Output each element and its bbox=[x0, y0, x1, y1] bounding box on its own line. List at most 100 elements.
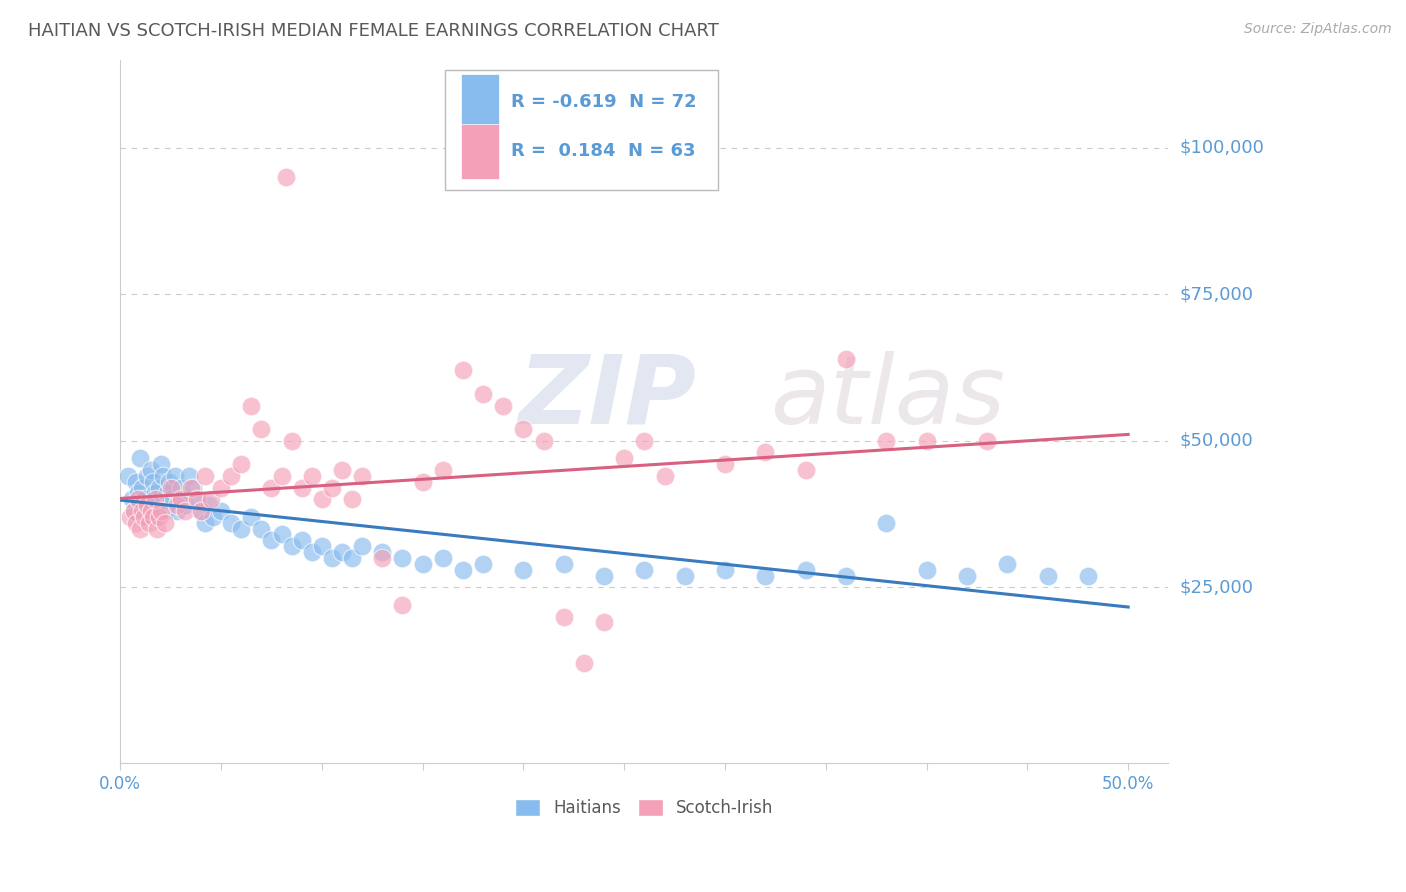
Point bbox=[209, 504, 232, 518]
Point bbox=[311, 539, 333, 553]
Point bbox=[200, 492, 222, 507]
Point bbox=[553, 609, 575, 624]
Point bbox=[593, 568, 616, 582]
Point bbox=[301, 468, 323, 483]
Point bbox=[139, 463, 162, 477]
Point bbox=[135, 498, 157, 512]
Point bbox=[125, 516, 148, 530]
Point bbox=[139, 509, 162, 524]
Point bbox=[976, 434, 998, 448]
Point bbox=[512, 563, 534, 577]
Point bbox=[330, 463, 353, 477]
Point bbox=[127, 492, 149, 507]
Point bbox=[593, 615, 616, 630]
Point bbox=[170, 492, 193, 507]
Point bbox=[180, 481, 202, 495]
Point bbox=[330, 545, 353, 559]
Text: $100,000: $100,000 bbox=[1180, 138, 1264, 156]
Point bbox=[875, 516, 897, 530]
Point bbox=[492, 399, 515, 413]
Point bbox=[181, 481, 204, 495]
Point bbox=[167, 492, 190, 507]
Point bbox=[159, 492, 181, 507]
Point bbox=[533, 434, 555, 448]
Point bbox=[148, 481, 170, 495]
Point bbox=[654, 468, 676, 483]
Point bbox=[190, 504, 212, 518]
Point bbox=[173, 498, 195, 512]
Point bbox=[633, 434, 655, 448]
Point bbox=[472, 557, 495, 571]
Point bbox=[152, 468, 174, 483]
Point bbox=[125, 475, 148, 489]
Point bbox=[512, 422, 534, 436]
Point bbox=[139, 504, 162, 518]
Point bbox=[153, 504, 176, 518]
Point bbox=[121, 492, 143, 507]
Point bbox=[145, 498, 167, 512]
Point bbox=[1077, 568, 1099, 582]
Text: HAITIAN VS SCOTCH-IRISH MEDIAN FEMALE EARNINGS CORRELATION CHART: HAITIAN VS SCOTCH-IRISH MEDIAN FEMALE EA… bbox=[28, 22, 718, 40]
Point bbox=[134, 492, 156, 507]
Point bbox=[186, 492, 208, 507]
Point bbox=[321, 550, 343, 565]
Point bbox=[163, 468, 186, 483]
Point bbox=[754, 445, 776, 459]
Point bbox=[149, 504, 172, 518]
Point bbox=[240, 399, 263, 413]
Point bbox=[371, 550, 394, 565]
Point bbox=[432, 550, 454, 565]
Text: R =  0.184  N = 63: R = 0.184 N = 63 bbox=[512, 143, 696, 161]
Point bbox=[170, 481, 193, 495]
Text: $25,000: $25,000 bbox=[1180, 578, 1254, 596]
Point bbox=[754, 568, 776, 582]
Point bbox=[129, 522, 152, 536]
Point bbox=[219, 516, 242, 530]
Text: $75,000: $75,000 bbox=[1180, 285, 1254, 303]
Point bbox=[340, 492, 363, 507]
Point bbox=[291, 533, 314, 548]
Point bbox=[794, 563, 817, 577]
Point bbox=[340, 550, 363, 565]
Point bbox=[143, 486, 166, 500]
Point bbox=[875, 434, 897, 448]
Text: $50,000: $50,000 bbox=[1180, 432, 1253, 450]
Point bbox=[186, 492, 208, 507]
Point bbox=[352, 468, 374, 483]
Point bbox=[274, 169, 297, 184]
Point bbox=[117, 468, 139, 483]
Point bbox=[391, 598, 413, 612]
Point bbox=[138, 516, 160, 530]
Point bbox=[311, 492, 333, 507]
Point bbox=[134, 509, 156, 524]
Point bbox=[194, 468, 217, 483]
Point bbox=[127, 486, 149, 500]
Point bbox=[371, 545, 394, 559]
Point bbox=[173, 504, 195, 518]
Text: atlas: atlas bbox=[770, 351, 1005, 444]
Point bbox=[553, 557, 575, 571]
Point bbox=[321, 481, 343, 495]
Point bbox=[135, 468, 157, 483]
Point bbox=[451, 363, 474, 377]
Point bbox=[352, 539, 374, 553]
Point bbox=[432, 463, 454, 477]
Point bbox=[391, 550, 413, 565]
Point bbox=[131, 481, 153, 495]
FancyBboxPatch shape bbox=[446, 70, 717, 190]
Point bbox=[198, 498, 221, 512]
Point bbox=[280, 434, 302, 448]
Point bbox=[714, 563, 737, 577]
Point bbox=[250, 422, 273, 436]
Point bbox=[451, 563, 474, 577]
Point bbox=[995, 557, 1018, 571]
Point bbox=[412, 475, 434, 489]
Point bbox=[1036, 568, 1059, 582]
Point bbox=[835, 351, 858, 366]
Point bbox=[231, 522, 253, 536]
Point bbox=[120, 509, 142, 524]
Point bbox=[270, 527, 292, 541]
Point bbox=[131, 504, 153, 518]
Point bbox=[124, 504, 146, 518]
Point bbox=[835, 568, 858, 582]
